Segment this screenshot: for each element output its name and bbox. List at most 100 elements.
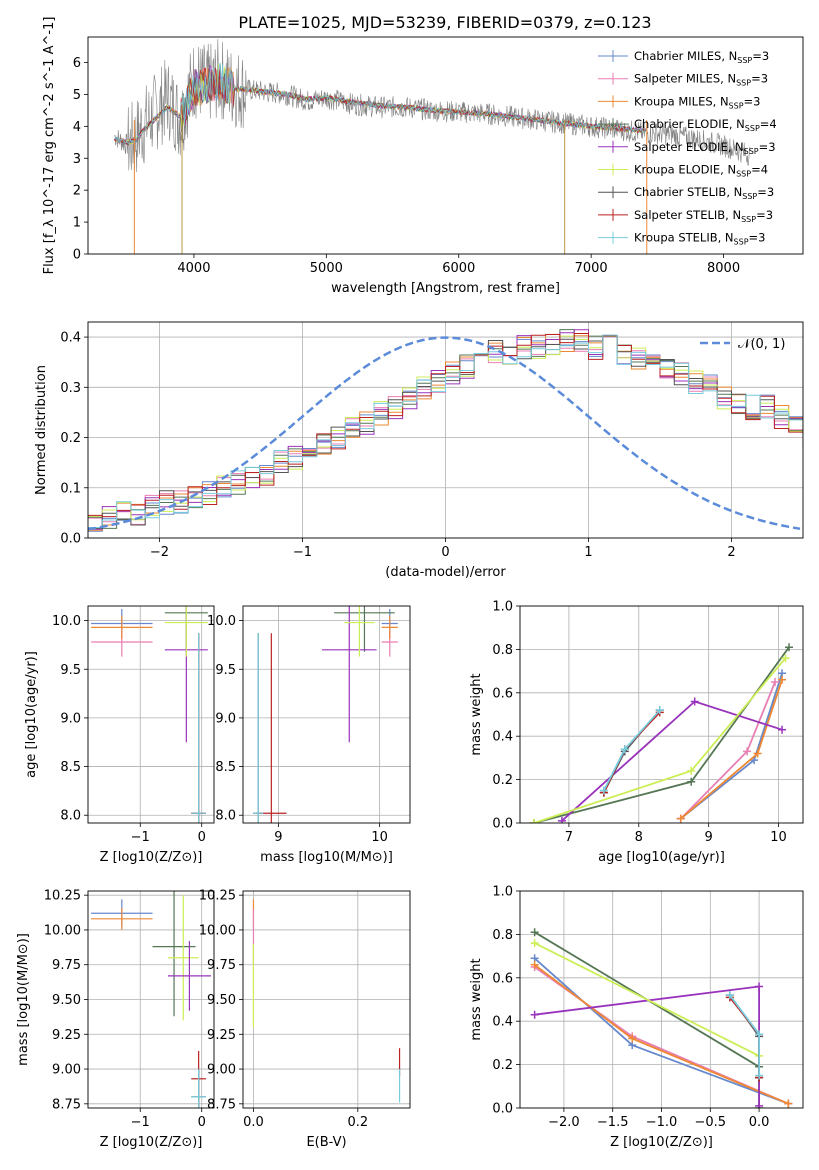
legend-suffix: =4 xyxy=(760,117,777,131)
y-tick-label: 0.2 xyxy=(492,1058,513,1073)
y-tick-label: 1.0 xyxy=(492,885,513,900)
legend-label: Chabrier STELIB, NSSP=3 xyxy=(634,185,774,201)
y-tick-label: 0.1 xyxy=(60,481,81,496)
series-line xyxy=(534,942,760,1057)
plot-area xyxy=(88,891,214,1108)
x-tick-label: −1 xyxy=(131,830,150,845)
legend-subscript: SSP xyxy=(745,124,760,133)
errorbar-point xyxy=(164,606,208,657)
series-marker xyxy=(755,1030,764,1039)
y-tick-label: 1.0 xyxy=(492,600,513,615)
y-axis-label: mass [log10(M/M⊙)] xyxy=(16,933,31,1066)
x-tick-label: −1.0 xyxy=(646,1115,678,1130)
panel-age-vs-Z: −1 0 8.0 8.5 9.0 9.5 10.0 Z [log10(Z/Z⊙)] age [l… xyxy=(24,605,215,865)
legend-suffix: =3 xyxy=(751,72,768,86)
x-axis-label: Z [log10(Z/Z⊙)] xyxy=(100,1135,203,1150)
x-tick-label: −1.5 xyxy=(597,1115,629,1130)
errorbar-point xyxy=(191,1069,207,1108)
y-axis-label: Flux [f_λ 10^-17 erg cm^-2 s^-1 A^-1] xyxy=(42,17,57,275)
y-tick-label: 9.00 xyxy=(52,1063,81,1078)
axes-frame xyxy=(519,605,804,824)
y-tick-label: 9.75 xyxy=(52,958,81,973)
errorbar-point xyxy=(191,633,207,823)
x-axis-label: wavelength [Angstrom, rest frame] xyxy=(331,281,560,296)
panel-mass-vs-Z: −1 0 8.75 9.00 9.25 9.50 9.75 10.00 10.25 Z [log1… xyxy=(16,889,215,1150)
y-tick-label: 10.25 xyxy=(44,889,81,904)
series-marker xyxy=(530,1010,539,1019)
errorbar-point xyxy=(167,941,211,1011)
panel-massweight-vs-age: 7 8 9 10 0.0 0.2 0.4 0.6 0.8 1.0 age [log10(age/yr… xyxy=(469,600,804,865)
legend-suffix: =3 xyxy=(756,208,773,222)
legend-subscript: SSP xyxy=(729,101,744,110)
series-marker xyxy=(755,1101,764,1108)
y-axis-label: Normed distribution xyxy=(34,365,49,495)
x-tick-label: 0 xyxy=(198,1115,206,1130)
legend-subscript: SSP xyxy=(737,56,752,65)
y-tick-label: 9.75 xyxy=(207,958,236,973)
series-marker xyxy=(530,939,539,948)
errorbar-point xyxy=(321,606,377,743)
legend-subscript: SSP xyxy=(736,170,751,179)
y-axis-label: mass weight xyxy=(469,958,484,1040)
series-marker xyxy=(785,643,794,652)
x-tick-label: −1 xyxy=(131,1115,150,1130)
series-marker xyxy=(628,1034,637,1043)
legend-subscript: SSP xyxy=(742,192,757,201)
y-tick-label: 10.00 xyxy=(44,923,81,938)
y-tick-label: 0.4 xyxy=(60,331,81,346)
y-tick-label: 0.8 xyxy=(492,643,513,658)
y-tick-label: 9.50 xyxy=(207,993,236,1008)
legend-subscript: SSP xyxy=(736,79,751,88)
legend-label: Kroupa MILES, NSSP=3 xyxy=(634,94,760,110)
x-tick-label: 10 xyxy=(770,830,787,845)
y-tick-label: 0.4 xyxy=(492,730,513,745)
series-marker xyxy=(725,991,734,1000)
x-tick-label: 6000 xyxy=(442,261,475,276)
x-tick-label: 10 xyxy=(371,830,388,845)
axes-frame xyxy=(87,890,215,1109)
plot-area xyxy=(520,606,803,823)
legend-label: Salpeter STELIB, NSSP=3 xyxy=(634,208,773,224)
y-tick-label: 8.0 xyxy=(215,809,236,824)
y-axis-label: mass weight xyxy=(469,673,484,755)
panel-massweight-vs-Z: −2.0 −1.5 −1.0 −0.5 0.0 0.0 0.2 0.4 0.6 0.8 1.0 Z [… xyxy=(469,885,804,1150)
model-spectrum-line xyxy=(114,68,645,146)
series-marker xyxy=(687,766,696,775)
y-tick-label: 8.75 xyxy=(207,1097,236,1112)
y-tick-label: 10.25 xyxy=(199,889,236,904)
panel-mass-vs-EBV: 0.0 0.2 8.75 9.00 9.25 9.50 9.75 10.00 10.25 E(B-… xyxy=(199,889,411,1150)
y-tick-label: 2 xyxy=(73,184,81,199)
axes-frame xyxy=(519,890,804,1109)
y-tick-label: 10.0 xyxy=(207,614,236,629)
axes-frame xyxy=(242,890,411,1109)
y-tick-label: 0.4 xyxy=(492,1015,513,1030)
legend-label: 𝒩(0, 1) xyxy=(738,337,785,352)
errorbar-point xyxy=(334,606,395,652)
series-marker xyxy=(771,677,780,686)
x-tick-label: −1 xyxy=(293,545,312,560)
x-tick-label: 8000 xyxy=(707,261,740,276)
y-tick-label: 9.0 xyxy=(60,711,81,726)
x-tick-label: 0.0 xyxy=(749,1115,770,1130)
y-tick-label: 0.0 xyxy=(60,532,81,547)
axes-frame xyxy=(87,321,804,539)
x-tick-label: 7 xyxy=(565,830,573,845)
x-tick-label: 4000 xyxy=(177,261,210,276)
legend-suffix: =3 xyxy=(757,185,774,199)
series-line xyxy=(534,931,760,1108)
series-marker xyxy=(690,697,699,706)
series-marker xyxy=(676,814,685,823)
legend-suffix: =4 xyxy=(751,163,768,177)
panel-age-vs-mass: 9 10 8.0 8.5 9.0 9.5 10.0 mass [log10(M/M⊙)] xyxy=(207,605,411,865)
x-tick-label: 9 xyxy=(274,830,282,845)
legend-suffix: =3 xyxy=(752,49,769,63)
x-tick-label: 9 xyxy=(705,830,713,845)
series-line xyxy=(729,996,760,1078)
y-tick-label: 0.8 xyxy=(492,928,513,943)
histogram-step-line xyxy=(88,333,803,518)
plot-area xyxy=(88,322,803,538)
axes-frame xyxy=(87,36,804,255)
plot-area xyxy=(88,606,214,823)
y-tick-label: 0.6 xyxy=(492,971,513,986)
